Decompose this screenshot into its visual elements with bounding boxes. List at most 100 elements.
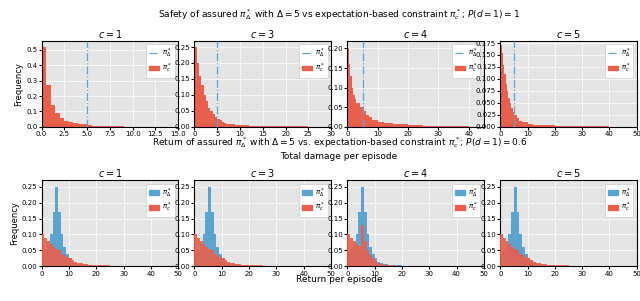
Bar (200, 241, 203, 266)
Bar (348, 234, 350, 266)
Bar (506, 241, 508, 266)
Bar (514, 115, 516, 127)
Bar (211, 250, 214, 266)
Bar (78, 124, 83, 127)
Bar (355, 99, 356, 127)
Bar (388, 265, 394, 266)
Bar (349, 64, 351, 127)
Bar (206, 101, 208, 127)
Bar (204, 95, 206, 127)
Bar (380, 264, 383, 266)
Bar (358, 212, 361, 266)
Bar (380, 263, 383, 266)
Bar (51, 105, 55, 127)
Bar (50, 234, 52, 266)
Bar (214, 234, 216, 266)
Bar (513, 113, 514, 127)
Bar (203, 234, 205, 266)
Bar (236, 125, 240, 127)
Bar (225, 262, 227, 266)
Bar (372, 254, 374, 266)
Bar (516, 212, 520, 266)
Bar (65, 121, 69, 127)
Bar (69, 258, 72, 266)
Legend: $\pi_{\Delta}^*$, $\pi_c^*$: $\pi_{\Delta}^*$, $\pi_c^*$ (452, 184, 481, 217)
Bar (52, 247, 55, 266)
Bar (541, 125, 555, 127)
Bar (527, 258, 531, 266)
Bar (225, 260, 227, 266)
Bar (547, 265, 555, 266)
Bar (214, 254, 216, 266)
Bar (502, 53, 503, 127)
Bar (356, 244, 358, 266)
Bar (231, 124, 236, 127)
Bar (378, 262, 380, 266)
Bar (215, 117, 217, 127)
Bar (384, 123, 393, 127)
Bar (536, 264, 541, 266)
Bar (47, 244, 50, 266)
Bar (74, 123, 78, 127)
Bar (83, 265, 85, 266)
Bar (533, 262, 536, 266)
Bar (217, 119, 220, 127)
Bar (197, 238, 200, 266)
Bar (350, 238, 353, 266)
Bar (199, 76, 202, 127)
Bar (115, 126, 119, 127)
Bar (58, 250, 61, 266)
Bar (205, 247, 208, 266)
Bar (353, 244, 356, 266)
Bar (195, 47, 196, 127)
Bar (367, 234, 369, 266)
Bar (533, 125, 541, 127)
Bar (353, 95, 355, 127)
Bar (216, 255, 219, 266)
Bar (500, 45, 502, 127)
Bar (510, 103, 511, 127)
Bar (555, 126, 568, 127)
Bar (364, 241, 367, 266)
Bar (500, 234, 503, 266)
Bar (219, 254, 222, 266)
Legend: $\pi_{\Delta}^*$, $\pi_c^*$: $\pi_{\Delta}^*$, $\pi_c^*$ (605, 44, 634, 78)
Bar (531, 262, 533, 266)
Bar (378, 122, 384, 127)
Bar (42, 254, 44, 266)
Bar (249, 126, 263, 127)
Title: $c = 5$: $c = 5$ (556, 28, 581, 40)
Text: Safety of assured $\pi_{\Delta}^*$ with $\Delta = 5$ vs expectation-based constr: Safety of assured $\pi_{\Delta}^*$ with … (158, 8, 520, 23)
Bar (522, 123, 527, 127)
Bar (42, 234, 44, 266)
Bar (249, 265, 263, 266)
Bar (372, 120, 378, 127)
Bar (348, 254, 350, 266)
Bar (74, 263, 77, 266)
Bar (541, 265, 547, 266)
Bar (77, 262, 83, 266)
Bar (44, 238, 47, 266)
Bar (514, 249, 516, 266)
Bar (55, 249, 58, 266)
Bar (533, 263, 536, 266)
Bar (361, 225, 364, 266)
Bar (230, 264, 233, 266)
Bar (263, 126, 285, 127)
Bar (63, 247, 66, 266)
Bar (227, 262, 230, 266)
Bar (69, 122, 74, 127)
Bar (208, 108, 211, 127)
Bar (503, 238, 506, 266)
Bar (208, 187, 211, 266)
Bar (367, 250, 369, 266)
Bar (197, 250, 200, 266)
Bar (383, 264, 388, 266)
Bar (514, 187, 516, 266)
Bar (527, 124, 533, 127)
Bar (500, 254, 503, 266)
Bar (356, 103, 360, 127)
Bar (358, 246, 361, 266)
Bar (383, 265, 388, 266)
Bar (106, 126, 110, 127)
